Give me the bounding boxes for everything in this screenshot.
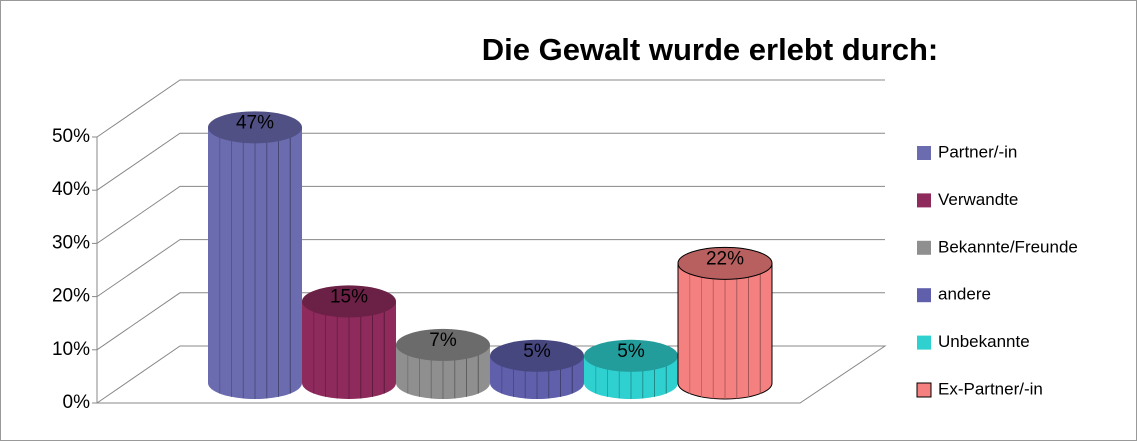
grid-line — [96, 239, 885, 298]
floor — [96, 345, 887, 404]
legend-swatch — [917, 240, 931, 255]
legend-swatch — [917, 288, 931, 303]
bar-top — [208, 111, 302, 144]
bar-top — [584, 339, 678, 372]
grid-line — [96, 185, 885, 244]
value-label: 22% — [706, 248, 744, 269]
bar — [396, 328, 490, 399]
bar-top — [396, 328, 490, 361]
y-tick-label: 40% — [52, 179, 90, 200]
y-tick-label: 10% — [52, 339, 90, 360]
bar-top — [302, 285, 396, 318]
legend-label: Ex-Partner/-in — [938, 379, 1043, 398]
legend-swatch — [917, 193, 931, 208]
bar — [490, 339, 584, 399]
bar — [302, 285, 396, 399]
bar-top — [490, 339, 584, 372]
legend-swatch — [917, 335, 931, 350]
legend-swatch — [916, 382, 932, 398]
y-tick-label: 20% — [52, 286, 90, 307]
value-label: 7% — [429, 330, 457, 351]
bar — [677, 246, 773, 400]
legend-label: Unbekannte — [938, 332, 1030, 351]
value-label: 5% — [523, 341, 551, 362]
value-label: 5% — [617, 341, 645, 362]
legend-label: Partner/-in — [938, 142, 1017, 161]
legend-label: Verwandte — [938, 190, 1018, 209]
legend-swatch — [917, 146, 931, 160]
grid-line — [96, 132, 885, 191]
bar — [208, 111, 302, 399]
value-label: 15% — [330, 286, 368, 307]
bar-top — [677, 246, 773, 280]
legend-label: Bekannte/Freunde — [938, 237, 1078, 256]
y-tick-label: 0% — [63, 392, 91, 413]
y-tick-label: 30% — [52, 232, 90, 253]
y-tick-label: 50% — [52, 126, 90, 147]
chart-title: Die Gewalt wurde erlebt durch: — [482, 32, 938, 67]
value-label: 47% — [236, 112, 274, 133]
bar — [584, 339, 678, 399]
grid-line — [96, 292, 885, 351]
grid-line — [96, 79, 885, 138]
legend-label: andere — [938, 285, 991, 304]
